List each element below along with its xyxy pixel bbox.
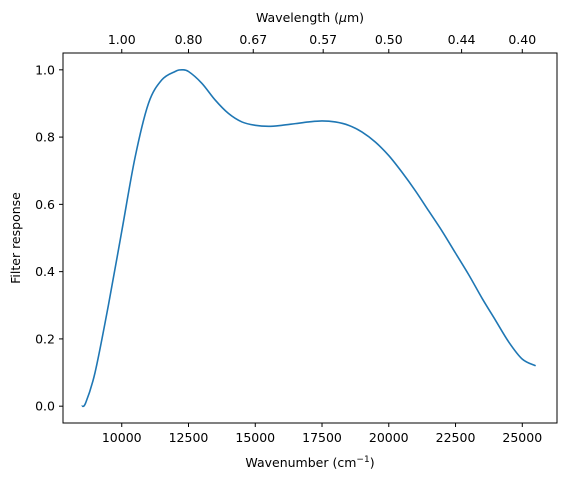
- top-tick-label: 0.57: [309, 32, 337, 47]
- y-tick-label: 0.6: [35, 197, 55, 212]
- x-tick-label: 15000: [235, 430, 275, 445]
- x-tick-label: 20000: [369, 430, 409, 445]
- x-tick-label: 10000: [102, 430, 142, 445]
- x-tick-label: 12500: [169, 430, 209, 445]
- x-axis-label: Wavenumber (cm−1): [245, 455, 374, 470]
- y-tick-label: 0.0: [35, 399, 55, 414]
- top-tick-label: 0.40: [508, 32, 536, 47]
- x-tick-label: 22500: [436, 430, 476, 445]
- top-axis-ticks: 1.00 0.80 0.67 0.57 0.50 0.44 0.40: [108, 32, 536, 53]
- y-axis-ticks: 0.0 0.2 0.4 0.6 0.8 1.0: [35, 62, 63, 414]
- y-axis-label: Filter response: [8, 192, 23, 284]
- top-tick-label: 0.44: [448, 32, 476, 47]
- y-tick-label: 0.8: [35, 130, 55, 145]
- x-tick-label: 25000: [502, 430, 542, 445]
- top-tick-label: 0.67: [239, 32, 267, 47]
- plot-area: [62, 52, 558, 424]
- x-axis-ticks: 10000 12500 15000 17500 20000 22500 25000: [102, 423, 542, 445]
- top-tick-label: 1.00: [108, 32, 136, 47]
- y-tick-label: 0.2: [35, 331, 55, 346]
- series-line: [81, 68, 536, 408]
- x-tick-label: 17500: [302, 430, 342, 445]
- y-tick-label: 1.0: [35, 62, 55, 77]
- top-tick-label: 0.80: [175, 32, 203, 47]
- top-axis-label: Wavelength (μm): [256, 10, 364, 25]
- y-tick-label: 0.4: [35, 264, 55, 279]
- top-tick-label: 0.50: [375, 32, 403, 47]
